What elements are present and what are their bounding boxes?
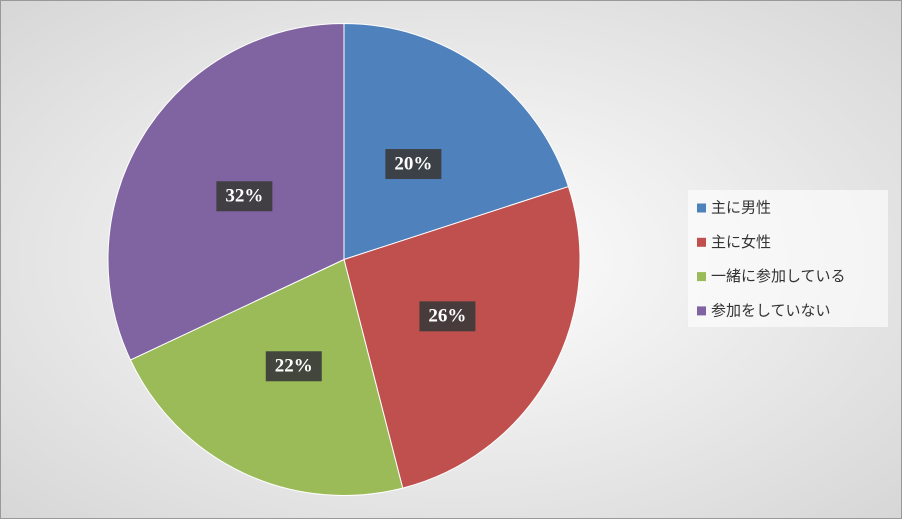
legend-label: 参加をしていない xyxy=(711,301,831,319)
legend-label: 一緒に参加している xyxy=(711,267,846,285)
label-box xyxy=(216,181,273,212)
legend-box xyxy=(688,190,888,327)
label-box xyxy=(385,149,442,180)
legend-label: 主に男性 xyxy=(711,199,771,217)
legend-swatch xyxy=(697,237,706,247)
legend-swatch xyxy=(697,306,706,316)
data-label: 20% xyxy=(394,153,432,174)
label-box xyxy=(265,351,322,382)
data-label: 22% xyxy=(275,356,313,377)
label-box xyxy=(419,301,476,332)
pie-slice xyxy=(343,22,570,261)
legend-swatch xyxy=(697,272,706,282)
legend-label: 主に女性 xyxy=(711,233,771,251)
data-label: 26% xyxy=(428,306,466,327)
pie-slice xyxy=(343,185,581,489)
data-label: 32% xyxy=(225,186,263,207)
legend-swatch xyxy=(697,203,706,213)
